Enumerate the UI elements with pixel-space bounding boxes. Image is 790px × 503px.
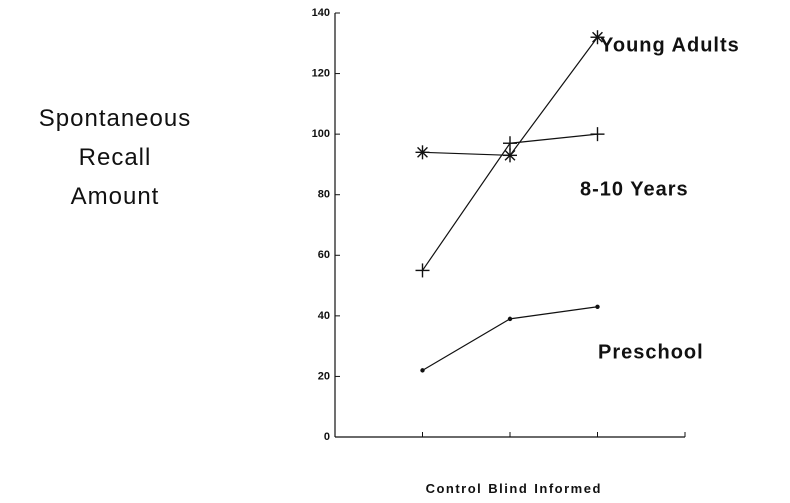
y-axis-label-line: Amount <box>71 183 160 210</box>
y-tick-label: 140 <box>312 7 330 19</box>
data-point <box>590 127 605 142</box>
y-tick-label: 0 <box>324 431 330 443</box>
series-label: Young Adults <box>600 34 740 56</box>
data-point <box>595 304 600 309</box>
y-axis-label-line: Spontaneous <box>39 105 191 132</box>
marker-dot <box>420 368 425 373</box>
data-point <box>503 148 517 163</box>
series-label: 8-10 Years <box>580 178 689 200</box>
series-line <box>422 306 598 371</box>
y-axis-label-line: Recall <box>79 144 152 171</box>
series-label: Preschool <box>598 341 704 363</box>
x-tick-label: Blind <box>488 481 528 496</box>
y-tick-label: 120 <box>312 67 330 79</box>
marker-dot <box>595 304 600 309</box>
x-tick-label: Informed <box>534 481 602 496</box>
data-point <box>507 316 513 322</box>
x-tick-labels: Control Blind Informed <box>426 481 602 496</box>
y-axis-label: Spontaneous Recall Amount <box>39 105 191 210</box>
data-point <box>420 368 425 373</box>
y-tick-label: 80 <box>318 189 330 201</box>
data-point <box>415 145 430 160</box>
data-point <box>503 136 517 151</box>
marker-dot <box>507 316 513 322</box>
data-point <box>590 30 605 45</box>
y-tick-label: 40 <box>318 310 330 322</box>
x-tick-label: Control <box>426 481 483 496</box>
marker-stroke <box>417 146 428 158</box>
y-tick-label: 100 <box>312 128 330 140</box>
data-point <box>415 263 430 278</box>
marker-stroke <box>592 31 603 43</box>
marker-stroke <box>504 149 516 161</box>
y-tick-label: 60 <box>318 249 330 261</box>
y-tick-label: 20 <box>318 370 330 382</box>
